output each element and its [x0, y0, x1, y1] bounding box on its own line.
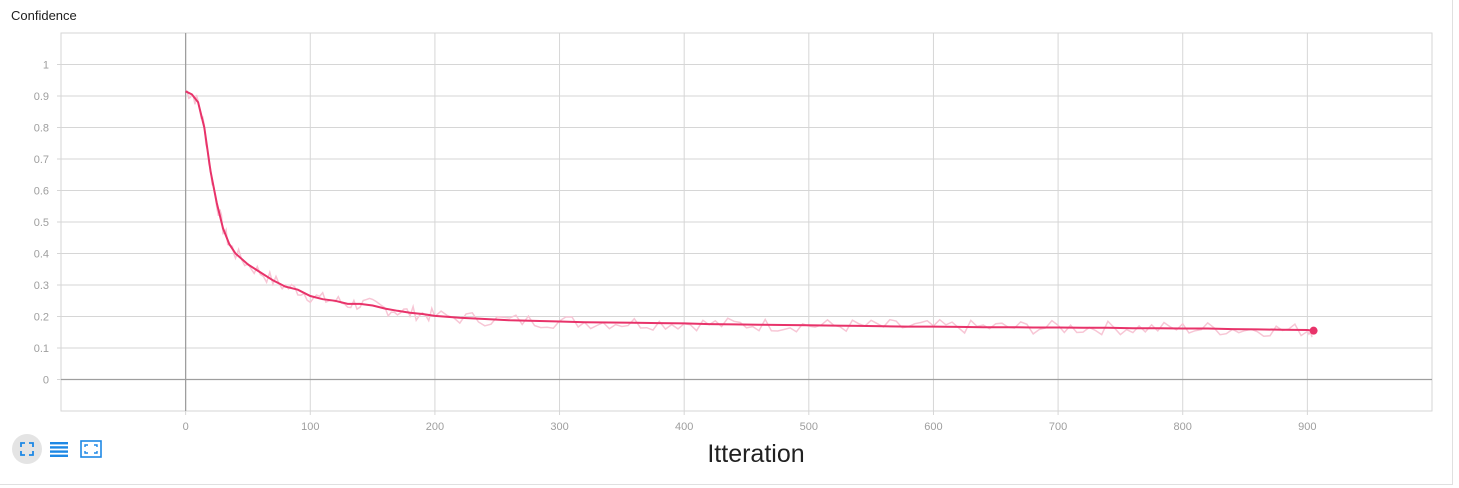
- fit-domain-button[interactable]: [12, 434, 42, 464]
- x-tick-label: 700: [1049, 421, 1067, 433]
- x-tick-label: 400: [675, 421, 693, 433]
- tick-labels: 0 100 200 300 400 500 600 700 800 900 0 0.1 0.2 0.3 0.…: [34, 60, 1317, 434]
- log-scale-button[interactable]: [44, 434, 74, 464]
- expand-button[interactable]: [76, 434, 106, 464]
- y-tick-label: 0.7: [34, 154, 49, 166]
- smoothed-series-line: [185, 90, 1314, 332]
- x-tick-label: 500: [800, 421, 818, 433]
- y-tick-label: 0.3: [34, 280, 49, 292]
- x-tick-label: 300: [550, 421, 568, 433]
- x-tick-label: 0: [183, 421, 189, 433]
- log-scale-icon: [50, 442, 68, 457]
- chart-title: Confidence: [11, 8, 77, 23]
- y-tick-label: 0.9: [34, 91, 49, 103]
- x-tick-label: 800: [1174, 421, 1192, 433]
- x-tick-label: 200: [426, 421, 444, 433]
- y-tick-label: 0.8: [34, 123, 49, 135]
- y-tick-label: 0.1: [34, 343, 49, 355]
- x-tick-label: 900: [1298, 421, 1316, 433]
- y-tick-label: 0.4: [34, 249, 49, 261]
- x-axis-label: Itteration: [707, 440, 805, 468]
- y-tick-label: 1: [43, 60, 49, 72]
- grid: [57, 32, 1433, 415]
- fit-domain-icon: [20, 442, 34, 456]
- axes: [61, 33, 1432, 411]
- y-tick-label: 0.5: [34, 217, 49, 229]
- y-tick-label: 0: [43, 375, 49, 387]
- raw-series-line: [185, 90, 1313, 338]
- x-tick-label: 100: [301, 421, 319, 433]
- x-tick-label: 600: [924, 421, 942, 433]
- last-point-marker: [1309, 326, 1318, 335]
- y-tick-label: 0.6: [34, 186, 49, 198]
- y-tick-label: 0.2: [34, 312, 49, 324]
- expand-icon: [80, 440, 102, 458]
